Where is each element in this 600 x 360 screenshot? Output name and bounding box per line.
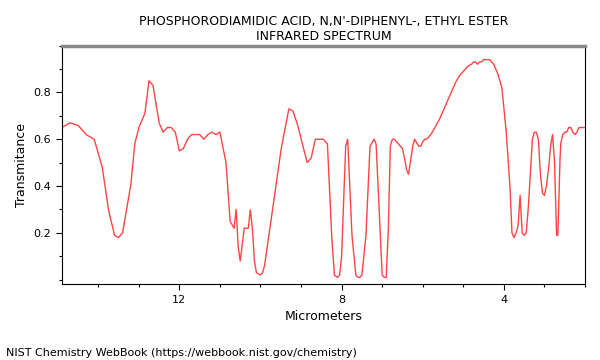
Title: PHOSPHORODIAMIDIC ACID, N,N'-DIPHENYL-, ETHYL ESTER
INFRARED SPECTRUM: PHOSPHORODIAMIDIC ACID, N,N'-DIPHENYL-, … (139, 15, 508, 43)
Text: NIST Chemistry WebBook (https://webbook.nist.gov/chemistry): NIST Chemistry WebBook (https://webbook.… (6, 348, 357, 358)
X-axis label: Micrometers: Micrometers (284, 310, 362, 323)
Y-axis label: Transmitance: Transmitance (15, 123, 28, 207)
